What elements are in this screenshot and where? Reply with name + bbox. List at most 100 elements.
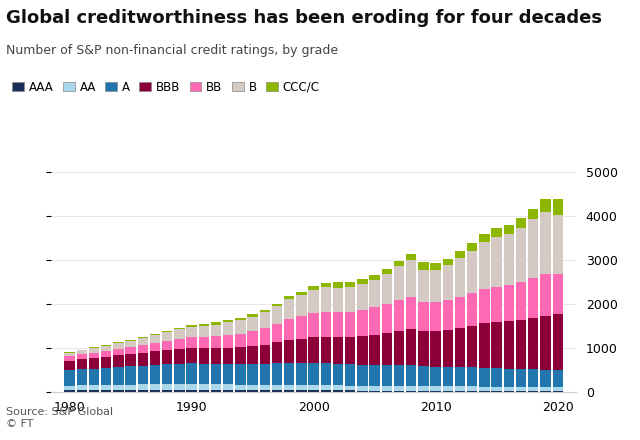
- Bar: [321, 283, 331, 287]
- Bar: [357, 385, 367, 391]
- Bar: [223, 348, 234, 364]
- Bar: [504, 224, 514, 235]
- Bar: [443, 265, 453, 301]
- Bar: [89, 358, 99, 369]
- Bar: [223, 335, 234, 348]
- Bar: [150, 385, 160, 390]
- Bar: [296, 339, 307, 363]
- Bar: [308, 363, 319, 385]
- Bar: [419, 386, 429, 391]
- Legend: AAA, AA, A, BBB, BB, B, CCC/C: AAA, AA, A, BBB, BB, B, CCC/C: [12, 81, 319, 94]
- Bar: [381, 333, 392, 365]
- Bar: [479, 234, 490, 242]
- Bar: [223, 390, 234, 392]
- Bar: [174, 348, 184, 363]
- Bar: [455, 386, 465, 391]
- Bar: [101, 385, 111, 390]
- Bar: [174, 339, 184, 348]
- Bar: [394, 391, 404, 392]
- Bar: [308, 313, 319, 337]
- Bar: [211, 390, 221, 392]
- Bar: [369, 308, 380, 335]
- Bar: [284, 340, 294, 363]
- Bar: [406, 254, 417, 260]
- Bar: [89, 369, 99, 385]
- Bar: [186, 348, 196, 363]
- Bar: [431, 270, 441, 302]
- Bar: [394, 365, 404, 386]
- Bar: [198, 364, 209, 384]
- Bar: [455, 251, 465, 258]
- Bar: [345, 312, 355, 337]
- Bar: [455, 258, 465, 297]
- Bar: [504, 285, 514, 321]
- Bar: [113, 367, 124, 385]
- Bar: [406, 260, 417, 297]
- Bar: [113, 356, 124, 367]
- Bar: [443, 367, 453, 386]
- Bar: [516, 369, 526, 387]
- Bar: [198, 384, 209, 390]
- Bar: [431, 331, 441, 367]
- Bar: [492, 237, 502, 287]
- Bar: [89, 385, 99, 390]
- Bar: [308, 385, 319, 390]
- Bar: [186, 325, 196, 327]
- Bar: [235, 385, 246, 390]
- Bar: [77, 369, 87, 385]
- Bar: [357, 310, 367, 336]
- Bar: [333, 337, 343, 363]
- Bar: [369, 275, 380, 280]
- Bar: [381, 391, 392, 392]
- Bar: [552, 370, 563, 387]
- Bar: [284, 363, 294, 385]
- Bar: [345, 390, 355, 392]
- Bar: [101, 390, 111, 392]
- Bar: [308, 286, 319, 290]
- Bar: [406, 297, 417, 329]
- Bar: [345, 287, 355, 312]
- Bar: [333, 390, 343, 392]
- Bar: [419, 302, 429, 331]
- Bar: [186, 327, 196, 337]
- Bar: [198, 348, 209, 364]
- Bar: [419, 270, 429, 302]
- Bar: [504, 387, 514, 391]
- Bar: [198, 337, 209, 348]
- Bar: [552, 274, 563, 314]
- Bar: [308, 390, 319, 392]
- Bar: [272, 306, 282, 323]
- Bar: [381, 365, 392, 386]
- Bar: [419, 391, 429, 392]
- Bar: [162, 350, 172, 364]
- Bar: [186, 390, 196, 392]
- Bar: [381, 269, 392, 274]
- Bar: [504, 369, 514, 387]
- Bar: [211, 384, 221, 390]
- Bar: [540, 391, 550, 392]
- Bar: [381, 304, 392, 333]
- Bar: [272, 363, 282, 385]
- Bar: [211, 348, 221, 364]
- Bar: [272, 390, 282, 392]
- Bar: [65, 361, 75, 370]
- Bar: [138, 390, 148, 392]
- Bar: [492, 387, 502, 391]
- Bar: [162, 330, 172, 332]
- Bar: [357, 284, 367, 310]
- Bar: [235, 347, 246, 364]
- Bar: [516, 387, 526, 391]
- Bar: [540, 316, 550, 370]
- Bar: [467, 293, 477, 326]
- Bar: [528, 220, 538, 278]
- Bar: [211, 336, 221, 348]
- Bar: [125, 347, 136, 354]
- Bar: [211, 322, 221, 325]
- Bar: [125, 367, 136, 385]
- Bar: [260, 364, 270, 385]
- Bar: [89, 348, 99, 353]
- Bar: [174, 330, 184, 339]
- Bar: [406, 386, 417, 391]
- Bar: [479, 323, 490, 367]
- Bar: [150, 365, 160, 385]
